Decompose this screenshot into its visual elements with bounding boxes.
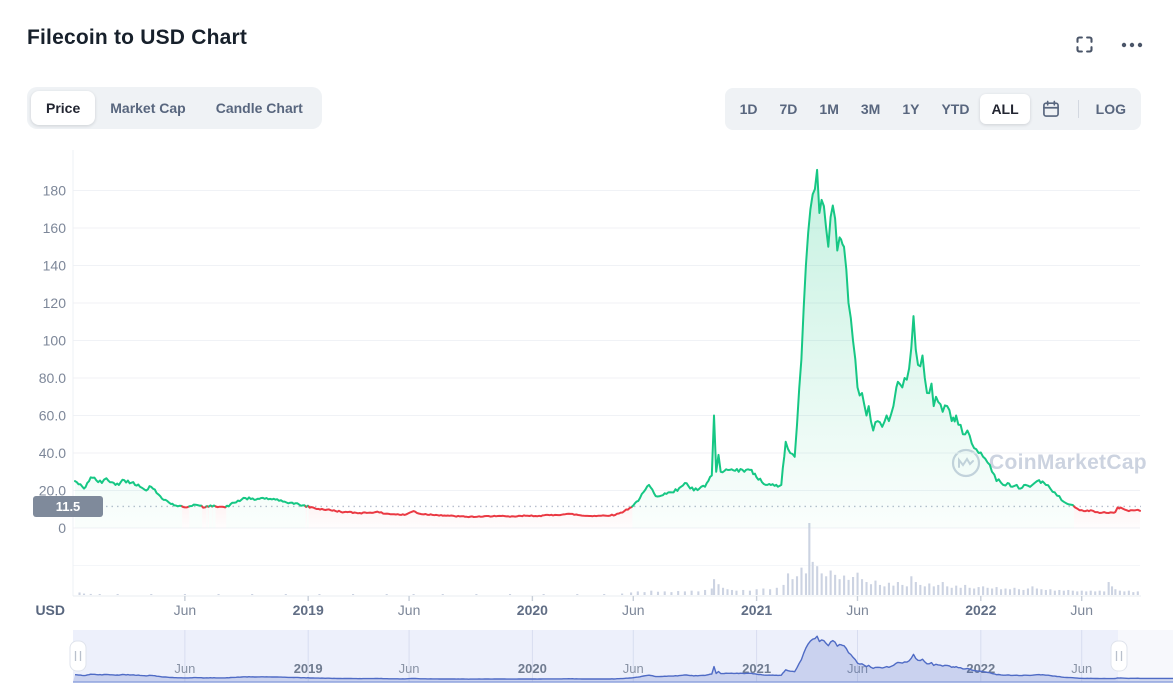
y-axis-label: 100 bbox=[43, 333, 67, 349]
navigator-axis-label: Jun bbox=[399, 661, 420, 676]
axis-unit-label: USD bbox=[35, 602, 65, 618]
x-axis-label: Jun bbox=[398, 602, 421, 618]
log-scale-button[interactable]: LOG bbox=[1085, 94, 1137, 124]
range-button-all[interactable]: ALL bbox=[980, 94, 1030, 124]
y-axis-label: 160 bbox=[43, 220, 67, 236]
y-axis-label: 60.0 bbox=[39, 408, 66, 424]
navigator-axis-label: Jun bbox=[1071, 661, 1092, 676]
ellipsis-icon bbox=[1121, 42, 1143, 47]
y-axis-label: 180 bbox=[43, 183, 67, 199]
y-axis-label: 80.0 bbox=[39, 370, 66, 386]
y-axis-label: 140 bbox=[43, 258, 67, 274]
watermark-text: CoinMarketCap bbox=[989, 451, 1147, 475]
range-button-3m[interactable]: 3M bbox=[850, 94, 891, 124]
x-axis-label: Jun bbox=[174, 602, 197, 618]
y-axis-label: 120 bbox=[43, 295, 67, 311]
header-icon-group bbox=[1074, 34, 1143, 55]
page-title: Filecoin to USD Chart bbox=[27, 26, 248, 49]
calendar-icon bbox=[1042, 100, 1059, 117]
navigator-axis-label: 2021 bbox=[742, 661, 771, 676]
x-axis-label: Jun bbox=[622, 602, 645, 618]
range-button-bar: 1D 7D 1M 3M 1Y YTD ALL LOG bbox=[724, 88, 1141, 130]
price-chart-plot[interactable] bbox=[73, 150, 1140, 596]
navigator-line bbox=[74, 635, 1173, 680]
x-axis-label: 2019 bbox=[293, 602, 324, 618]
fullscreen-button[interactable] bbox=[1074, 34, 1095, 55]
range-button-1m[interactable]: 1M bbox=[808, 94, 849, 124]
more-options-button[interactable] bbox=[1121, 42, 1143, 48]
x-axis-label: 2022 bbox=[965, 602, 996, 618]
y-axis-label: 40.0 bbox=[39, 445, 66, 461]
range-button-1d[interactable]: 1D bbox=[729, 94, 769, 124]
volume-bars bbox=[78, 523, 1139, 595]
navigator-axis-label: 2020 bbox=[518, 661, 547, 676]
current-price-badge: 11.5 bbox=[33, 495, 103, 517]
x-axis: USD Jun 2019 Jun 2020 Jun 2021 Jun 2022 Jun bbox=[35, 595, 1141, 618]
x-axis-label: Jun bbox=[846, 602, 869, 618]
range-button-7d[interactable]: 7D bbox=[769, 94, 809, 124]
tab-market-cap[interactable]: Market Cap bbox=[95, 91, 200, 125]
fullscreen-icon bbox=[1076, 36, 1093, 53]
navigator-handle-right[interactable] bbox=[1110, 640, 1128, 672]
navigator-axis-label: Jun bbox=[623, 661, 644, 676]
y-axis-label: 0 bbox=[58, 520, 66, 536]
y-axis-label: 20.0 bbox=[39, 483, 66, 499]
tab-price[interactable]: Price bbox=[31, 91, 96, 125]
tab-candle-chart[interactable]: Candle Chart bbox=[201, 91, 318, 125]
chart-type-tabs: Price Market Cap Candle Chart bbox=[27, 87, 322, 129]
navigator-axis-label: 2019 bbox=[294, 661, 323, 676]
navigator-area bbox=[73, 636, 1173, 682]
calendar-button[interactable] bbox=[1030, 92, 1072, 126]
x-axis-label: 2021 bbox=[741, 602, 772, 618]
range-button-1y[interactable]: 1Y bbox=[891, 94, 930, 124]
x-axis-label: 2020 bbox=[517, 602, 548, 618]
x-axis-label: Jun bbox=[1070, 602, 1093, 618]
range-button-ytd[interactable]: YTD bbox=[930, 94, 980, 124]
navigator-handle-left[interactable] bbox=[69, 640, 87, 672]
price-line bbox=[74, 168, 1141, 519]
toolbar-divider bbox=[1077, 100, 1079, 118]
navigator-axis-label: Jun bbox=[174, 661, 195, 676]
